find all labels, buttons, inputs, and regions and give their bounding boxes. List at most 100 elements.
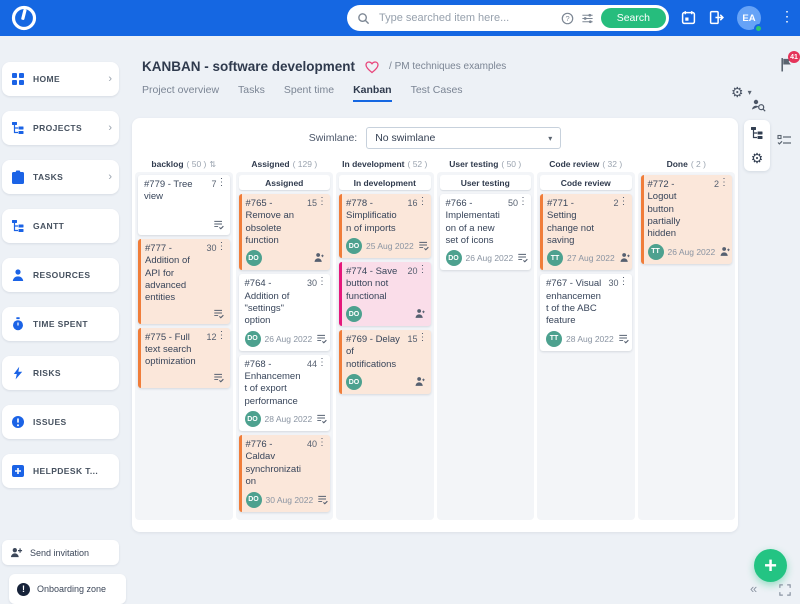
assignee-avatar[interactable]: DO [244,330,261,347]
calendar-icon[interactable] [681,10,696,25]
checklist-icon[interactable] [777,133,792,148]
card-menu-icon[interactable]: ⋮ [618,276,629,288]
card-menu-icon[interactable]: ⋮ [618,196,629,207]
tab-test-cases[interactable]: Test Cases [410,84,463,96]
task-card[interactable]: #777 - Addition of API for advanced enti… [138,239,230,324]
help-icon[interactable]: ? [561,12,574,25]
kebab-menu-icon[interactable]: ⋮ [780,8,794,24]
card-menu-icon[interactable]: ⋮ [719,177,729,188]
task-card-footer: DO 28 Aug 2022 [244,408,328,428]
person-icon [12,269,24,281]
breadcrumb[interactable]: / PM techniques examples [389,61,507,72]
assignee-avatar[interactable]: DO [244,411,261,428]
task-card[interactable]: #764 - Addition of "settings" option 30 ⋮ D… [238,274,330,351]
sort-icon[interactable]: ⇅ [209,159,217,169]
card-menu-icon[interactable]: ⋮ [216,241,227,252]
board-settings-gear-icon[interactable]: ⚙ [750,150,764,166]
tab-kanban[interactable]: Kanban [353,84,392,102]
tab-project-overview[interactable]: Project overview [142,84,220,96]
task-card[interactable]: #765 - Remove an obsolete function 15 ⋮ DO [238,194,330,271]
swimlane-label: Swimlane: [308,132,358,144]
card-menu-icon[interactable]: ⋮ [518,196,528,207]
user-avatar[interactable]: EA [737,6,763,33]
sidebar-item-time-spent[interactable]: TIME SPENT [2,307,119,341]
search-input[interactable] [377,11,554,25]
person-small-icon [314,253,324,263]
card-menu-icon[interactable]: ⋮ [216,329,227,341]
assignee-avatar[interactable]: DO [245,250,262,267]
search-button[interactable]: Search [600,8,666,28]
assignee-avatar[interactable]: DO [245,491,262,508]
task-card[interactable]: #776 - Caldav synchronization 40 ⋮ DO 30 Aug… [238,435,330,512]
settings-menu-button[interactable]: ⚙ ▾ [731,85,752,99]
task-card-footer: DO [346,303,426,323]
swimlane-select[interactable]: No swimlane ▾ [366,127,562,149]
assignee-avatar[interactable]: TT [546,330,562,347]
task-card-footer [145,305,225,320]
app-logo-icon[interactable] [10,4,38,32]
tree-view-icon[interactable] [750,126,764,140]
task-card[interactable]: #774 - Save button not functional 20 ⋮ DO [339,262,431,327]
task-card[interactable]: #779 - Tree view 7 ⋮ [138,175,230,235]
logout-icon[interactable] [709,10,724,25]
swimlane-value: No swimlane [375,132,436,144]
card-menu-icon[interactable]: ⋮ [317,356,327,368]
assignee-avatar[interactable]: DO [346,238,362,255]
task-card[interactable]: #772 - Logout button partially hidden 2 ⋮ T… [640,175,732,264]
add-task-fab[interactable]: + [754,549,787,582]
assignee-avatar[interactable]: DO [445,250,462,267]
card-menu-icon[interactable]: ⋮ [216,177,227,188]
task-card[interactable]: #767 - Visual enhancement of the ABC fea… [540,274,632,351]
sidebar-item-gantt[interactable]: GANTT [2,209,119,243]
sidebar-item-helpdesk-t[interactable]: HELPDESK T... [2,454,119,488]
lightning-icon [13,366,23,380]
sidebar-item-tasks[interactable]: TASKS › [2,160,119,194]
filter-sliders-icon[interactable] [581,12,594,25]
sidebar-item-label: TIME SPENT [33,319,89,329]
task-card[interactable]: #769 - Delay of notifications 15 ⋮ DO [339,330,431,395]
favorite-heart-icon[interactable] [365,60,379,74]
assignee-avatar[interactable]: DO [346,306,362,323]
search-icon [358,12,370,24]
sidebar-item-resources[interactable]: RESOURCES [2,258,119,292]
card-menu-icon[interactable]: ⋮ [417,196,428,207]
sidebar-item-home[interactable]: HOME › [2,62,119,96]
card-menu-icon[interactable]: ⋮ [417,264,428,276]
task-card[interactable]: #775 - Full text search optimization 12 ⋮ [138,327,230,388]
person-search-icon[interactable] [751,98,766,113]
column-body: In development #778 - Simplification of i… [336,172,434,520]
tasklist-check-icon [518,254,529,263]
card-menu-icon[interactable]: ⋮ [317,196,327,207]
column-title: Code review [549,159,600,169]
send-invitation-button[interactable]: Send invitation [2,540,119,565]
tab-tasks[interactable]: Tasks [238,84,265,96]
column-count: ( 52 ) [407,159,428,169]
card-menu-icon[interactable]: ⋮ [417,332,428,344]
task-card[interactable]: #766 - Implementation of a new set of ic… [439,194,531,271]
task-card[interactable]: #768 - Enhancement of export performance… [238,354,330,432]
collapse-icon[interactable]: « [750,581,758,596]
sidebar-item-risks[interactable]: RISKS [2,356,119,390]
card-menu-icon[interactable]: ⋮ [317,437,327,449]
card-menu-icon[interactable]: ⋮ [317,276,327,288]
send-invitation-label: Send invitation [30,547,90,558]
column-body: #772 - Logout button partially hidden 2 ⋮ T… [637,172,735,520]
expand-fullscreen-icon[interactable] [779,584,791,596]
column-header: backlog( 50 ) ⇅ [135,156,233,172]
tasklist-check-icon [317,334,328,344]
notifications-badge: 41 [788,51,800,63]
sidebar-item-label: RESOURCES [33,270,91,280]
task-card[interactable]: #778 - Simplification of imports 16 ⋮ DO 25 … [339,194,431,259]
assignee-avatar[interactable]: TT [547,250,563,267]
task-card[interactable]: #771 - Setting change not saving 2 ⋮ TT 27 A… [540,194,632,271]
task-card-points: 15 [407,334,418,345]
sidebar-item-label: HOME [33,74,61,84]
assignee-avatar[interactable]: TT [647,243,664,260]
svg-text:?: ? [565,14,569,23]
person-small-icon [720,246,730,256]
sidebar-item-projects[interactable]: PROJECTS › [2,111,119,145]
onboarding-zone-button[interactable]: ! Onboarding zone [9,574,126,604]
tab-spent-time[interactable]: Spent time [283,84,335,96]
assignee-avatar[interactable]: DO [346,374,362,391]
sidebar-item-issues[interactable]: ISSUES [2,405,119,439]
